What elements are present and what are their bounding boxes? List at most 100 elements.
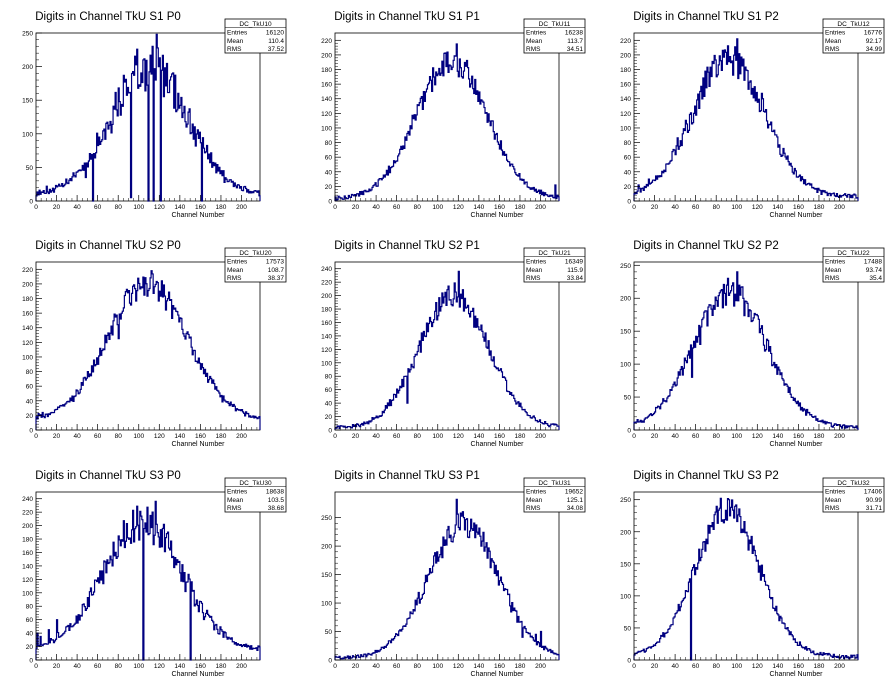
x-axis-label: Channel Number	[770, 441, 824, 448]
x-axis-label: Channel Number	[172, 671, 226, 678]
stats-value-mean: 90.99	[866, 497, 883, 504]
stats-value-mean: 110.4	[268, 38, 284, 45]
x-tick-label: 140	[772, 663, 783, 670]
x-tick-label: 160	[494, 433, 505, 440]
plot-frame	[334, 261, 560, 431]
stats-label-entries: Entries	[825, 489, 846, 496]
x-tick-label: 60	[393, 433, 401, 440]
y-tick-label: 180	[620, 67, 631, 74]
stats-label-entries: Entries	[227, 489, 248, 496]
plot-frame	[334, 32, 560, 202]
x-tick-label: 20	[53, 204, 61, 211]
y-tick-label: 180	[22, 296, 33, 303]
y-tick-label: 120	[620, 111, 631, 118]
stats-label-entries: Entries	[227, 30, 248, 37]
y-tick-label: 40	[325, 401, 333, 408]
x-axis-label: Channel Number	[471, 441, 525, 448]
stats-label-rms: RMS	[825, 505, 840, 512]
chart-title: Digits in Channel TkU S1 P1	[334, 11, 480, 23]
y-tick-label: 80	[26, 369, 34, 376]
x-tick-label: 160	[793, 204, 804, 211]
x-tick-label: 120	[752, 204, 763, 211]
y-tick-label: 120	[22, 340, 33, 347]
x-tick-label: 60	[393, 204, 401, 211]
x-tick-label: 120	[154, 663, 165, 670]
stats-value-mean: 115.9	[567, 267, 583, 274]
y-tick-label: 0	[627, 658, 631, 665]
stats-box-frame	[224, 477, 287, 513]
stats-value-entries: 18638	[266, 489, 284, 496]
y-tick-label: 100	[321, 125, 332, 132]
x-tick-label: 100	[133, 433, 144, 440]
x-tick-label: 160	[195, 204, 206, 211]
y-tick-label: 160	[321, 320, 332, 327]
x-tick-label: 100	[731, 663, 742, 670]
y-tick-label: 220	[22, 510, 33, 517]
x-tick-label: 140	[772, 433, 783, 440]
x-tick-label: 0	[34, 204, 38, 211]
plot-frame	[334, 491, 560, 661]
y-tick-label: 100	[22, 354, 33, 361]
y-tick-label: 100	[620, 593, 631, 600]
x-tick-label: 20	[651, 663, 659, 670]
y-tick-label: 100	[620, 125, 631, 132]
y-tick-label: 140	[620, 96, 631, 103]
x-tick-label: 100	[432, 663, 443, 670]
x-tick-label: 60	[692, 433, 700, 440]
x-tick-label: 140	[473, 663, 484, 670]
chart-title: Digits in Channel TkU S2 P1	[334, 240, 480, 252]
histogram-panel: Digits in Channel TkU S3 P20501001502002…	[620, 470, 885, 678]
y-tick-label: 120	[321, 111, 332, 118]
y-tick-label: 100	[321, 601, 332, 608]
x-tick-label: 160	[195, 663, 206, 670]
y-tick-label: 20	[26, 644, 34, 651]
x-tick-label: 120	[154, 204, 165, 211]
x-tick-label: 180	[814, 204, 825, 211]
y-tick-label: 250	[620, 263, 631, 270]
y-tick-label: 150	[22, 98, 33, 105]
x-tick-label: 100	[432, 433, 443, 440]
x-tick-label: 160	[494, 204, 505, 211]
plot-frame	[35, 261, 261, 431]
x-tick-label: 40	[372, 204, 380, 211]
y-tick-label: 160	[22, 550, 33, 557]
stats-value-entries: 16776	[864, 30, 882, 37]
y-tick-label: 180	[321, 67, 332, 74]
stats-label-entries: Entries	[526, 259, 547, 266]
y-tick-label: 40	[26, 398, 34, 405]
stats-value-entries: 17488	[864, 259, 882, 266]
x-tick-label: 180	[216, 663, 227, 670]
y-tick-label: 40	[26, 631, 34, 638]
y-tick-label: 200	[321, 544, 332, 551]
x-tick-label: 80	[414, 663, 422, 670]
histogram-panel: Digits in Channel TkU S2 P0 0 20 40 60 80 100 1…	[22, 240, 287, 448]
y-tick-label: 250	[321, 515, 332, 522]
y-tick-label: 200	[22, 281, 33, 288]
chart-title: Digits in Channel TkU S2 P0	[35, 240, 181, 252]
x-tick-label: 200	[535, 663, 546, 670]
x-tick-label: 0	[333, 663, 337, 670]
stats-label-entries: Entries	[227, 259, 248, 266]
y-tick-label: 60	[325, 155, 333, 162]
histogram-line	[633, 271, 859, 430]
stats-label-rms: RMS	[227, 505, 242, 512]
x-tick-label: 40	[671, 433, 679, 440]
x-tick-label: 140	[174, 204, 185, 211]
stats-name: DC_TkU20	[239, 250, 272, 257]
stats-name: DC_TkU10	[239, 21, 272, 28]
stats-label-mean: Mean	[825, 267, 842, 274]
y-tick-label: 160	[22, 311, 33, 318]
histogram-line	[35, 500, 261, 661]
x-tick-label: 160	[793, 663, 804, 670]
x-tick-label: 20	[53, 433, 61, 440]
y-tick-label: 200	[620, 52, 631, 59]
y-tick-label: 220	[321, 38, 332, 45]
x-tick-label: 200	[834, 433, 845, 440]
stats-value-entries: 16349	[565, 259, 583, 266]
y-tick-label: 150	[620, 561, 631, 568]
stats-box-frame	[224, 18, 287, 54]
y-tick-label: 60	[624, 155, 632, 162]
x-tick-label: 0	[632, 433, 636, 440]
x-axis-label: Channel Number	[770, 212, 824, 219]
